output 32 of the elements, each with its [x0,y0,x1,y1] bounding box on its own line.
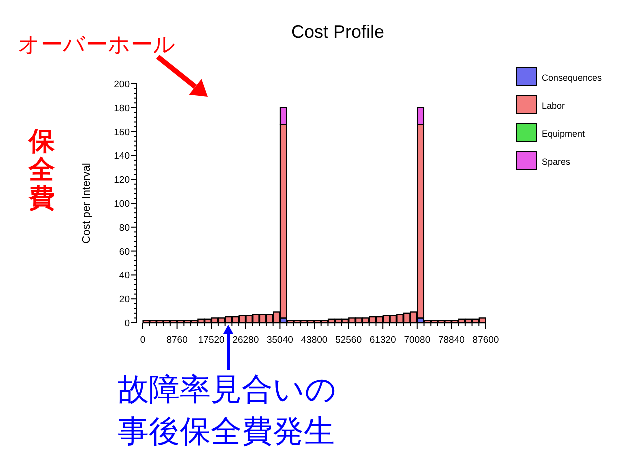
y-tick-label: 0 [124,318,130,330]
y-tick-label: 60 [119,246,130,258]
x-tick-label: 26280 [232,335,260,346]
y-tick-label: 40 [119,270,130,282]
x-tick-label: 8760 [166,335,188,346]
text: オーバーホール [18,32,176,57]
y-tick-label: 120 [114,175,130,186]
text: 事後保全費発生 [118,414,335,449]
y-tick-label: 160 [114,127,130,138]
y-tick-label: 180 [114,103,130,114]
x-tick-label: 43800 [301,335,328,346]
chart-title: Cost Profile [291,22,385,42]
text: 故障率見合いの [118,372,337,407]
legend-label: Equipment [542,129,586,139]
legend-label: Consequences [542,73,603,83]
y-tick-label: 100 [114,199,130,210]
x-tick-label: 61320 [370,335,396,346]
y-tick-label: 80 [119,222,130,234]
y-tick-label: 200 [114,80,130,90]
y-axis-title: Cost per Interval [81,163,93,244]
x-tick-label: 0 [140,335,146,346]
x-tick-label: 35040 [266,335,294,346]
x-tick-label: 17520 [198,335,225,346]
legend-label: Labor [542,101,566,111]
text: 保全費 [28,126,56,214]
y-tick-label: 140 [114,151,130,162]
legend-label: Spares [542,157,572,167]
y-tick-label: 20 [119,294,130,306]
x-tick-label: 70080 [404,335,431,346]
x-tick-label: 52560 [336,335,362,346]
x-tick-label: 87600 [472,335,500,346]
x-tick-label: 78840 [438,335,465,346]
